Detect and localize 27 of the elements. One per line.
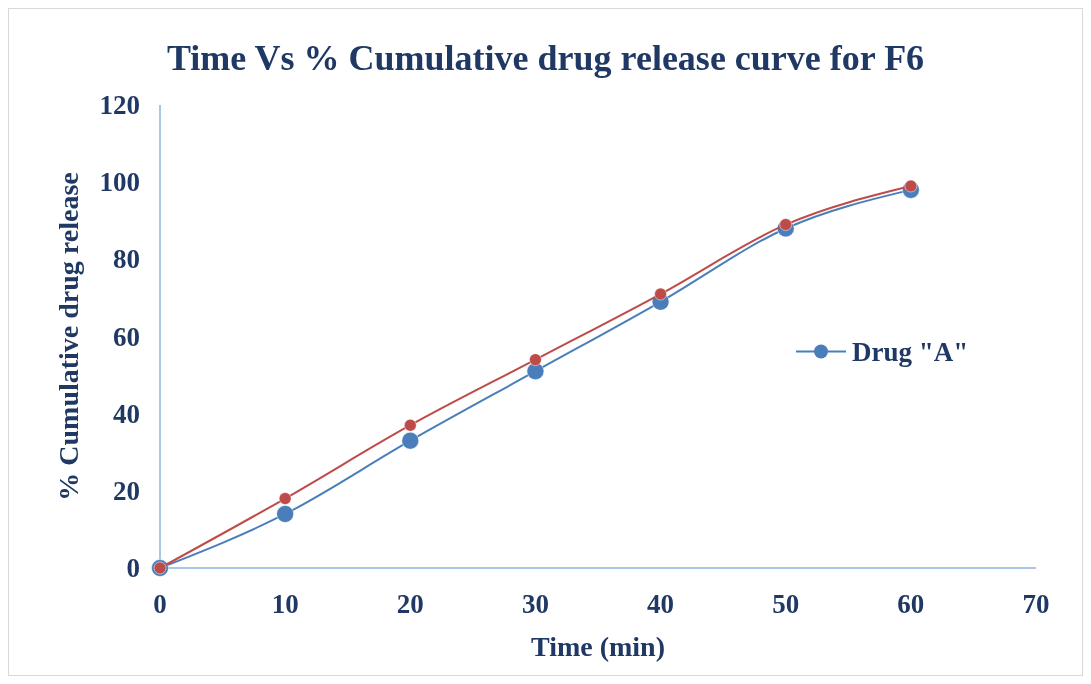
x-tick-label: 70 xyxy=(1022,589,1050,619)
x-tick-label: 30 xyxy=(521,589,549,619)
point xyxy=(526,362,545,380)
y-axis-title: % Cumulative drug release xyxy=(53,172,84,501)
x-axis-title: Time (min) xyxy=(530,631,666,662)
y-tick-label: 0 xyxy=(126,553,140,583)
x-tick-label: 60 xyxy=(897,589,925,619)
legend-label: Drug "A" xyxy=(852,336,969,367)
x-tick-label: 0 xyxy=(153,589,167,619)
point xyxy=(401,431,420,450)
point xyxy=(654,287,667,301)
chart-title: Time Vs % Cumulative drug release curve for F6 xyxy=(166,38,925,78)
x-tick-label: 20 xyxy=(396,589,424,619)
point xyxy=(904,179,918,193)
point xyxy=(529,353,542,366)
y-tick-label: 40 xyxy=(113,398,140,429)
y-tick-label: 80 xyxy=(113,244,140,275)
point xyxy=(278,492,292,505)
x-tick-label: 50 xyxy=(772,589,800,619)
point xyxy=(404,418,417,432)
point xyxy=(276,505,294,523)
x-tick-label: 10 xyxy=(271,589,299,619)
x-tick-label: 40 xyxy=(647,589,675,619)
y-tick-label: 100 xyxy=(99,167,140,198)
y-tick-label: 60 xyxy=(113,321,140,352)
y-tick-label: 120 xyxy=(99,90,140,120)
y-tick-label: 20 xyxy=(113,475,140,506)
